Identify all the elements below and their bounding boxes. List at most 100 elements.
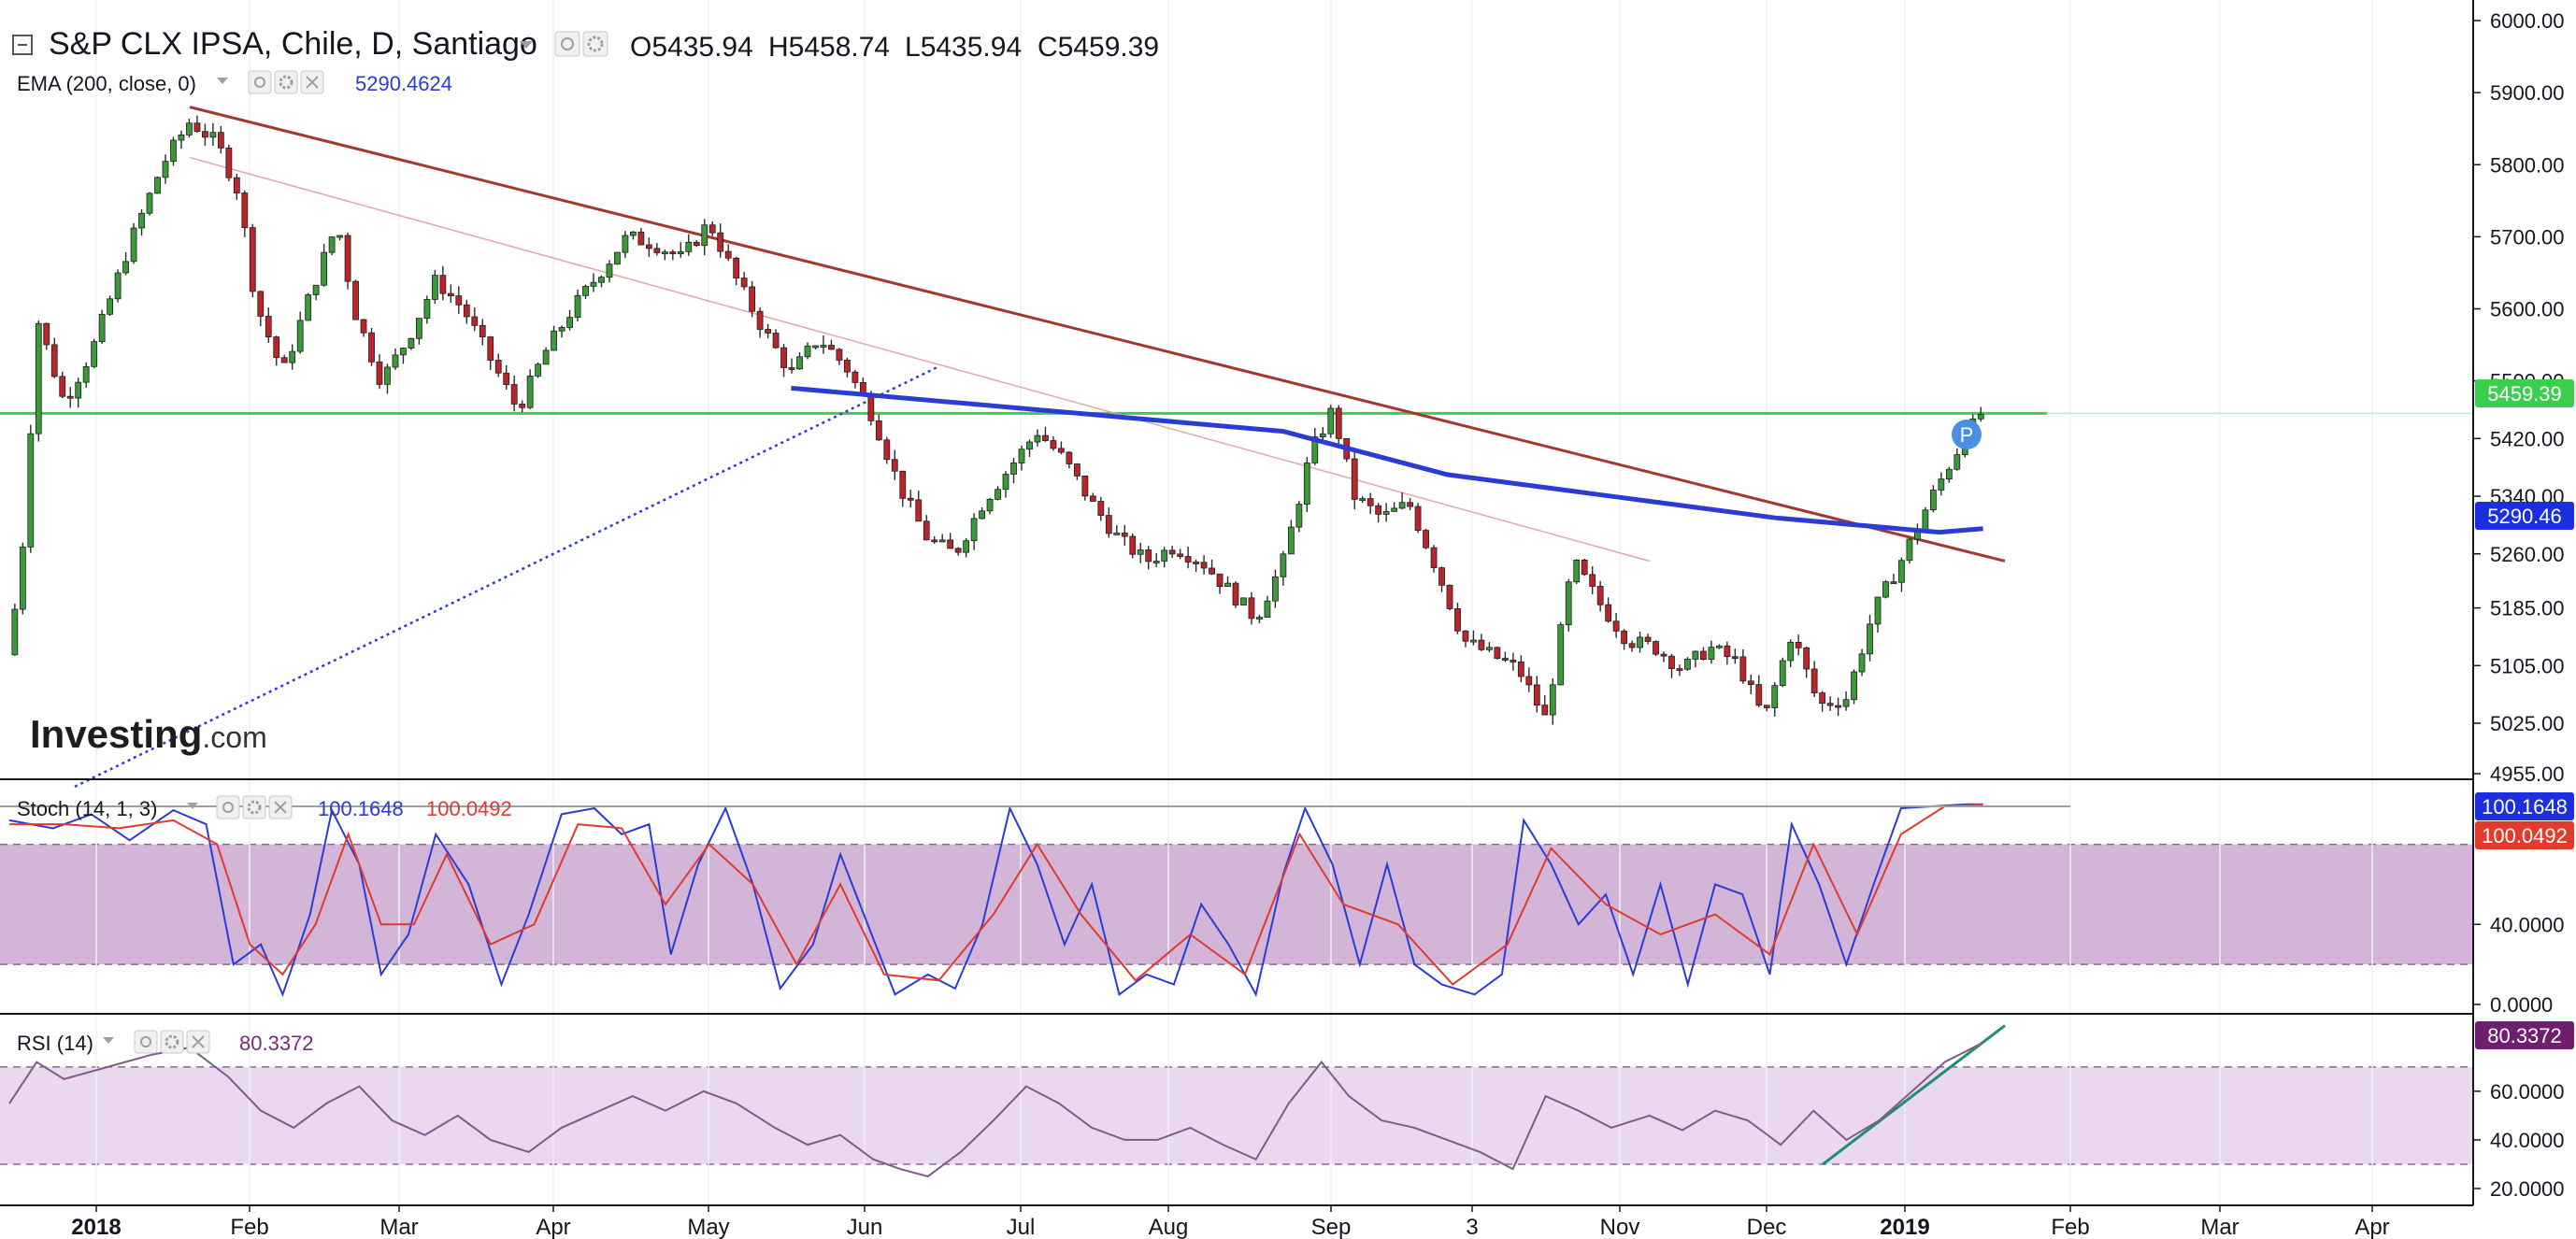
logo-brand: Investing: [30, 712, 202, 756]
candle-body: [1826, 703, 1834, 706]
candle-body: [1002, 474, 1009, 491]
rsi-y-tick-label: 40.0000: [2490, 1129, 2565, 1152]
candle-body: [1423, 530, 1429, 548]
candle-body: [1034, 434, 1041, 443]
y-tick-label: 5420.00: [2490, 427, 2565, 450]
candle-body: [209, 132, 217, 138]
candle-body: [225, 147, 233, 178]
candle-body: [1803, 647, 1810, 670]
svg-text:Investing.com: Investing.com: [30, 712, 267, 756]
candle-body: [162, 161, 169, 178]
gear-icon[interactable]: [274, 70, 298, 94]
candle-body: [447, 292, 454, 297]
pivot-marker-icon[interactable]: P: [1952, 420, 1982, 449]
candle-body: [1152, 561, 1160, 563]
header-gear-icon[interactable]: [582, 31, 608, 57]
candle-body: [1549, 684, 1556, 716]
ohlc-o-label: O: [630, 32, 651, 63]
ema-label: EMA (200, close, 0): [17, 72, 196, 95]
candle-body: [637, 231, 645, 246]
dropdown-caret-icon[interactable]: [103, 1037, 114, 1044]
candle-body: [1501, 658, 1509, 661]
candle-body: [899, 470, 907, 499]
price-candles: [11, 115, 1984, 725]
candle-body: [756, 310, 764, 330]
rsi-trend-line[interactable]: [1822, 1024, 2006, 1166]
candle-body: [1755, 684, 1763, 706]
gear-icon[interactable]: [160, 1030, 184, 1054]
rsi-tag-label: 80.3372: [2487, 1024, 2562, 1047]
dropdown-caret-icon[interactable]: [187, 803, 198, 809]
candle-body: [812, 345, 819, 349]
candle-body: [1867, 623, 1873, 655]
y-tick-label: 5600.00: [2490, 298, 2565, 321]
eye-icon[interactable]: [216, 795, 240, 819]
candle-body: [1462, 630, 1469, 642]
candle-body: [1454, 608, 1461, 632]
stoch-y-tick-label: 40.0000: [2490, 913, 2565, 936]
candle-body: [804, 345, 811, 358]
candle-body: [27, 433, 35, 548]
candle-body: [122, 261, 129, 274]
candle-body: [979, 510, 985, 520]
candle-body: [519, 404, 526, 408]
candle-body: [875, 420, 882, 441]
candle-body: [1248, 597, 1255, 620]
ohlc-o-value: 5435.94: [651, 32, 752, 63]
candle-body: [1739, 656, 1747, 682]
x-tick-label: Jun: [847, 1215, 883, 1239]
candle-body: [995, 489, 1001, 500]
candle-body: [1359, 498, 1367, 501]
parallel-trend-line[interactable]: [189, 156, 1650, 563]
candle-body: [328, 236, 336, 253]
candle-body: [1929, 490, 1937, 511]
stoch-k-tag: 100.1648: [2475, 792, 2574, 820]
resistance-trend-line[interactable]: [189, 106, 2006, 563]
close-icon[interactable]: [268, 795, 293, 819]
dropdown-caret-icon[interactable]: [520, 41, 533, 49]
candle-body: [677, 250, 684, 254]
candle-body: [43, 322, 50, 346]
x-tick-label: Dec: [1747, 1215, 1787, 1239]
candle-body: [1407, 502, 1413, 507]
symbol-title: S&P CLX IPSA, Chile, D, Santiago: [49, 26, 537, 62]
close-icon[interactable]: [186, 1030, 210, 1054]
eye-icon[interactable]: [248, 70, 272, 94]
candle-body: [1510, 660, 1517, 662]
candle-body: [1565, 581, 1572, 626]
candle-body: [1763, 705, 1770, 708]
eye-icon[interactable]: [134, 1030, 158, 1054]
candle-body: [257, 291, 265, 317]
y-tick-label: 4955.00: [2490, 762, 2565, 786]
candle-body: [1026, 441, 1033, 450]
stoch-k-tag-label: 100.1648: [2482, 795, 2568, 819]
candle-body: [50, 344, 58, 377]
dotted-support-trend-line[interactable]: [74, 365, 939, 788]
candle-body: [1161, 549, 1168, 562]
candle-body: [75, 381, 82, 399]
candle-body: [360, 319, 367, 334]
candle-body: [708, 224, 716, 234]
candle-body: [1724, 645, 1731, 658]
dropdown-caret-icon[interactable]: [217, 78, 228, 84]
candle-body: [923, 520, 930, 541]
indicator-bands: [0, 843, 2473, 1165]
candle-body: [1621, 630, 1627, 645]
close-icon[interactable]: [300, 70, 324, 94]
candle-body: [836, 349, 843, 361]
candle-body: [938, 539, 946, 543]
candle-body: [693, 241, 700, 247]
candle-body: [986, 498, 994, 512]
ema-tag: 5290.46: [2475, 502, 2574, 530]
gear-icon[interactable]: [242, 795, 266, 819]
price-tag-label: 5459.39: [2487, 382, 2562, 406]
candle-body: [630, 231, 637, 236]
header-eye-icon[interactable]: [554, 31, 580, 57]
candle-body: [19, 547, 26, 610]
candle-body: [1486, 647, 1493, 650]
price-tag: 5459.39: [2475, 379, 2574, 407]
y-tick-label: 5900.00: [2490, 81, 2565, 105]
stoch-label: Stoch (14, 1, 3): [17, 797, 157, 820]
candle-body: [296, 320, 304, 352]
